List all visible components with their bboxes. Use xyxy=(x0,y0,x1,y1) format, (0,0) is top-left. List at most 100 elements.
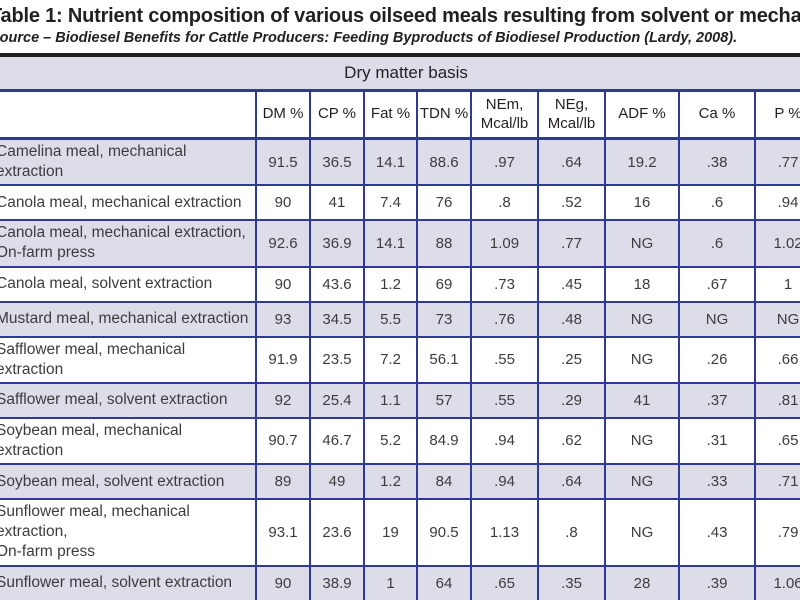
table-cell: .64 xyxy=(537,463,606,501)
table-cell: 1.1 xyxy=(363,381,418,419)
table-cell: 7.2 xyxy=(363,335,418,384)
row-label: Canola meal, solvent extraction xyxy=(0,265,257,303)
table-cell: 90 xyxy=(255,184,311,222)
table-cell: .73 xyxy=(470,265,539,303)
table-cell: 1.06 xyxy=(753,564,800,600)
table-cell: NG xyxy=(604,463,680,501)
table-cell: 41 xyxy=(309,184,365,222)
row-label: Sunflower meal, mechanical extraction, O… xyxy=(0,498,257,567)
table-cell: .6 xyxy=(678,219,756,268)
column-header: Ca % xyxy=(678,89,756,140)
table-cell: 1.2 xyxy=(363,463,418,501)
column-header: Fat % xyxy=(363,89,418,140)
row-label: Mustard meal, mechanical extraction xyxy=(0,300,257,338)
table-row: Soybean meal, solvent extraction 89 49 1.2 8… xyxy=(0,463,800,501)
table-cell: .94 xyxy=(470,416,539,466)
table-cell: 88.6 xyxy=(416,137,472,187)
table-cell: 73 xyxy=(416,300,472,338)
table-row: Sunflower meal, solvent extraction 90 38.9… xyxy=(0,564,800,600)
table-cell: NG xyxy=(604,416,680,466)
table-cell: 36.5 xyxy=(309,137,365,187)
table-cell: 7.4 xyxy=(363,184,418,222)
table-cell: 19.2 xyxy=(604,137,680,187)
table-cell: .67 xyxy=(678,265,756,303)
table-cell: 46.7 xyxy=(309,416,365,466)
column-header: NEm, Mcal/lb xyxy=(470,89,539,140)
table-cell: .35 xyxy=(537,564,606,600)
column-header: DM % xyxy=(255,89,311,140)
table-cell: .65 xyxy=(753,416,800,466)
table-cell: 16 xyxy=(604,184,680,222)
table-cell: .6 xyxy=(678,184,756,222)
table-cell: .94 xyxy=(470,463,539,501)
table-cell: .52 xyxy=(537,184,606,222)
table-cell: 69 xyxy=(416,265,472,303)
table-cell: .31 xyxy=(678,416,756,466)
table-cell: NG xyxy=(753,300,800,338)
table-cell: .66 xyxy=(753,335,800,384)
table-cell: .55 xyxy=(470,381,539,419)
table-row: Camelina meal, mechanical extraction 91.5… xyxy=(0,137,800,187)
table-cell: 90 xyxy=(255,564,311,600)
table-cell: 36.9 xyxy=(309,219,365,268)
table-cell: NG xyxy=(604,219,680,268)
table-cell: .43 xyxy=(678,498,756,567)
table-cell: 90 xyxy=(255,265,311,303)
table-cell: 89 xyxy=(255,463,311,501)
row-label: Soybean meal, solvent extraction xyxy=(0,463,257,501)
table-cell: .71 xyxy=(753,463,800,501)
table-row: Sunflower meal, mechanical extraction, O… xyxy=(0,498,800,567)
table-cell: NG xyxy=(604,498,680,567)
table-cell: 25.4 xyxy=(309,381,365,419)
table-cell: 90.7 xyxy=(255,416,311,466)
table-row: Mustard meal, mechanical extraction 93 34.… xyxy=(0,300,800,338)
row-label: Canola meal, mechanical extraction, On-f… xyxy=(0,219,257,268)
table-cell: .81 xyxy=(753,381,800,419)
table-cell: .64 xyxy=(537,137,606,187)
table-cell: 19 xyxy=(363,498,418,567)
table-cell: .62 xyxy=(537,416,606,466)
table-cell: .8 xyxy=(537,498,606,567)
table-row: Safflower meal, mechanical extraction 91.… xyxy=(0,335,800,384)
column-header: NEg, Mcal/lb xyxy=(537,89,606,140)
table-cell: 43.6 xyxy=(309,265,365,303)
table-cell: 92.6 xyxy=(255,219,311,268)
table-cell: 14.1 xyxy=(363,137,418,187)
table-cell: 1 xyxy=(363,564,418,600)
row-label: Camelina meal, mechanical extraction xyxy=(0,137,257,187)
table-cell: 23.6 xyxy=(309,498,365,567)
band-header: Dry matter basis xyxy=(0,53,800,92)
table-cell: 88 xyxy=(416,219,472,268)
table-cell: NG xyxy=(604,300,680,338)
table-cell: .39 xyxy=(678,564,756,600)
row-label: Sunflower meal, solvent extraction xyxy=(0,564,257,600)
table-cell: 1.09 xyxy=(470,219,539,268)
table-cell: .38 xyxy=(678,137,756,187)
column-header: CP % xyxy=(309,89,365,140)
table-row: Soybean meal, mechanical extraction 90.7 4… xyxy=(0,416,800,466)
table-cell: .97 xyxy=(470,137,539,187)
table-cell: 41 xyxy=(604,381,680,419)
table-cell: 18 xyxy=(604,265,680,303)
column-header: TDN % xyxy=(416,89,472,140)
table-cell: 5.2 xyxy=(363,416,418,466)
row-label: Safflower meal, solvent extraction xyxy=(0,381,257,419)
table-cell: 64 xyxy=(416,564,472,600)
table-cell: .37 xyxy=(678,381,756,419)
table-cell: NG xyxy=(604,335,680,384)
table-cell: 90.5 xyxy=(416,498,472,567)
table-cell: .26 xyxy=(678,335,756,384)
table-cell: 57 xyxy=(416,381,472,419)
source-citation: Source – Biodiesel Benefits for Cattle P… xyxy=(0,30,738,46)
row-label-header xyxy=(0,89,257,140)
table-cell: NG xyxy=(678,300,756,338)
table-row: Canola meal, mechanical extraction 90 41 7.… xyxy=(0,184,800,222)
nutrient-composition-table: Dry matter basis DM % CP % Fat % TDN % NEm, … xyxy=(0,53,800,600)
column-header: P % xyxy=(753,89,800,140)
table-title: Table 1: Nutrient composition of various… xyxy=(0,5,800,27)
table-cell: 49 xyxy=(309,463,365,501)
row-label: Soybean meal, mechanical extraction xyxy=(0,416,257,466)
table-cell: 92 xyxy=(255,381,311,419)
